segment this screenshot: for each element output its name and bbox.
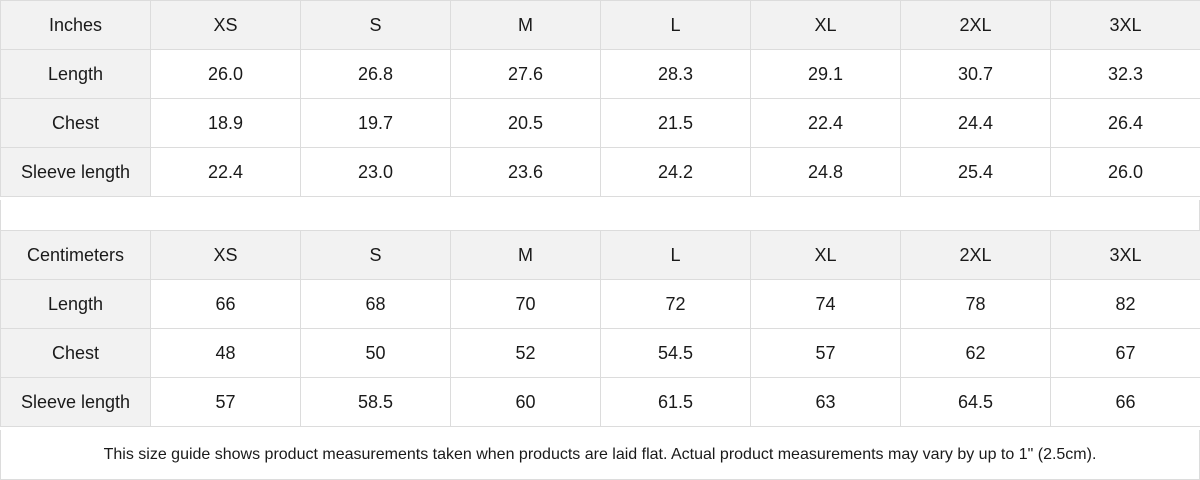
measurement-cell: 24.4 bbox=[900, 98, 1051, 148]
measurement-cell: 82 bbox=[1050, 279, 1200, 329]
size-header-xs: XS bbox=[150, 230, 301, 280]
measurement-cell: 58.5 bbox=[300, 377, 451, 427]
measurement-label: Sleeve length bbox=[0, 377, 151, 427]
size-header-l: L bbox=[600, 230, 751, 280]
size-header-xs: XS bbox=[150, 0, 301, 50]
measurement-cell: 20.5 bbox=[450, 98, 601, 148]
size-header-m: M bbox=[450, 230, 601, 280]
table-row-chest: Chest 48 50 52 54.5 57 62 67 bbox=[0, 328, 1200, 378]
measurement-cell: 24.8 bbox=[750, 147, 901, 197]
measurement-cell: 57 bbox=[750, 328, 901, 378]
measurement-cell: 22.4 bbox=[150, 147, 301, 197]
centimeters-size-table: Centimeters XS S M L XL 2XL 3XL Length 66 68 70 72 74… bbox=[0, 230, 1200, 427]
size-header-l: L bbox=[600, 0, 751, 50]
measurement-cell: 23.0 bbox=[300, 147, 451, 197]
measurement-cell: 19.7 bbox=[300, 98, 451, 148]
measurement-cell: 26.4 bbox=[1050, 98, 1200, 148]
measurement-cell: 26.0 bbox=[150, 49, 301, 99]
measurement-cell: 26.8 bbox=[300, 49, 451, 99]
size-header-2xl: 2XL bbox=[900, 0, 1051, 50]
measurement-cell: 60 bbox=[450, 377, 601, 427]
measurement-cell: 52 bbox=[450, 328, 601, 378]
measurement-cell: 70 bbox=[450, 279, 601, 329]
table-row-length: Length 66 68 70 72 74 78 82 bbox=[0, 279, 1200, 329]
size-header-xl: XL bbox=[750, 0, 901, 50]
measurement-cell: 24.2 bbox=[600, 147, 751, 197]
measurement-cell: 63 bbox=[750, 377, 901, 427]
measurement-cell: 21.5 bbox=[600, 98, 751, 148]
measurement-label: Length bbox=[0, 279, 151, 329]
measurement-cell: 32.3 bbox=[1050, 49, 1200, 99]
header-row: Inches XS S M L XL 2XL 3XL bbox=[0, 0, 1200, 50]
measurement-cell: 26.0 bbox=[1050, 147, 1200, 197]
measurement-cell: 28.3 bbox=[600, 49, 751, 99]
measurement-cell: 57 bbox=[150, 377, 301, 427]
measurement-label: Sleeve length bbox=[0, 147, 151, 197]
table-row-sleeve-length: Sleeve length 57 58.5 60 61.5 63 64.5 66 bbox=[0, 377, 1200, 427]
size-header-s: S bbox=[300, 0, 451, 50]
measurement-cell: 78 bbox=[900, 279, 1051, 329]
measurement-cell: 64.5 bbox=[900, 377, 1051, 427]
size-header-xl: XL bbox=[750, 230, 901, 280]
table-row-chest: Chest 18.9 19.7 20.5 21.5 22.4 24.4 26.4 bbox=[0, 98, 1200, 148]
measurement-cell: 61.5 bbox=[600, 377, 751, 427]
measurement-cell: 27.6 bbox=[450, 49, 601, 99]
size-header-m: M bbox=[450, 0, 601, 50]
measurement-cell: 54.5 bbox=[600, 328, 751, 378]
unit-label: Centimeters bbox=[0, 230, 151, 280]
measurement-cell: 74 bbox=[750, 279, 901, 329]
size-header-3xl: 3XL bbox=[1050, 0, 1200, 50]
measurement-cell: 23.6 bbox=[450, 147, 601, 197]
measurement-label: Length bbox=[0, 49, 151, 99]
measurement-cell: 30.7 bbox=[900, 49, 1051, 99]
measurement-cell: 25.4 bbox=[900, 147, 1051, 197]
measurement-label: Chest bbox=[0, 328, 151, 378]
measurement-cell: 66 bbox=[1050, 377, 1200, 427]
measurement-label: Chest bbox=[0, 98, 151, 148]
measurement-cell: 62 bbox=[900, 328, 1051, 378]
measurement-cell: 68 bbox=[300, 279, 451, 329]
unit-label: Inches bbox=[0, 0, 151, 50]
measurement-cell: 66 bbox=[150, 279, 301, 329]
table-spacer bbox=[0, 200, 1200, 230]
measurement-cell: 67 bbox=[1050, 328, 1200, 378]
size-header-3xl: 3XL bbox=[1050, 230, 1200, 280]
measurement-cell: 18.9 bbox=[150, 98, 301, 148]
measurement-cell: 29.1 bbox=[750, 49, 901, 99]
table-row-length: Length 26.0 26.8 27.6 28.3 29.1 30.7 32.3 bbox=[0, 49, 1200, 99]
measurement-cell: 72 bbox=[600, 279, 751, 329]
measurement-cell: 50 bbox=[300, 328, 451, 378]
header-row: Centimeters XS S M L XL 2XL 3XL bbox=[0, 230, 1200, 280]
size-guide-note: This size guide shows product measuremen… bbox=[0, 430, 1200, 480]
measurement-cell: 22.4 bbox=[750, 98, 901, 148]
size-header-2xl: 2XL bbox=[900, 230, 1051, 280]
inches-size-table: Inches XS S M L XL 2XL 3XL Length 26.0 26.8 27.6 28.… bbox=[0, 0, 1200, 197]
table-row-sleeve-length: Sleeve length 22.4 23.0 23.6 24.2 24.8 25.4 26.… bbox=[0, 147, 1200, 197]
measurement-cell: 48 bbox=[150, 328, 301, 378]
size-header-s: S bbox=[300, 230, 451, 280]
